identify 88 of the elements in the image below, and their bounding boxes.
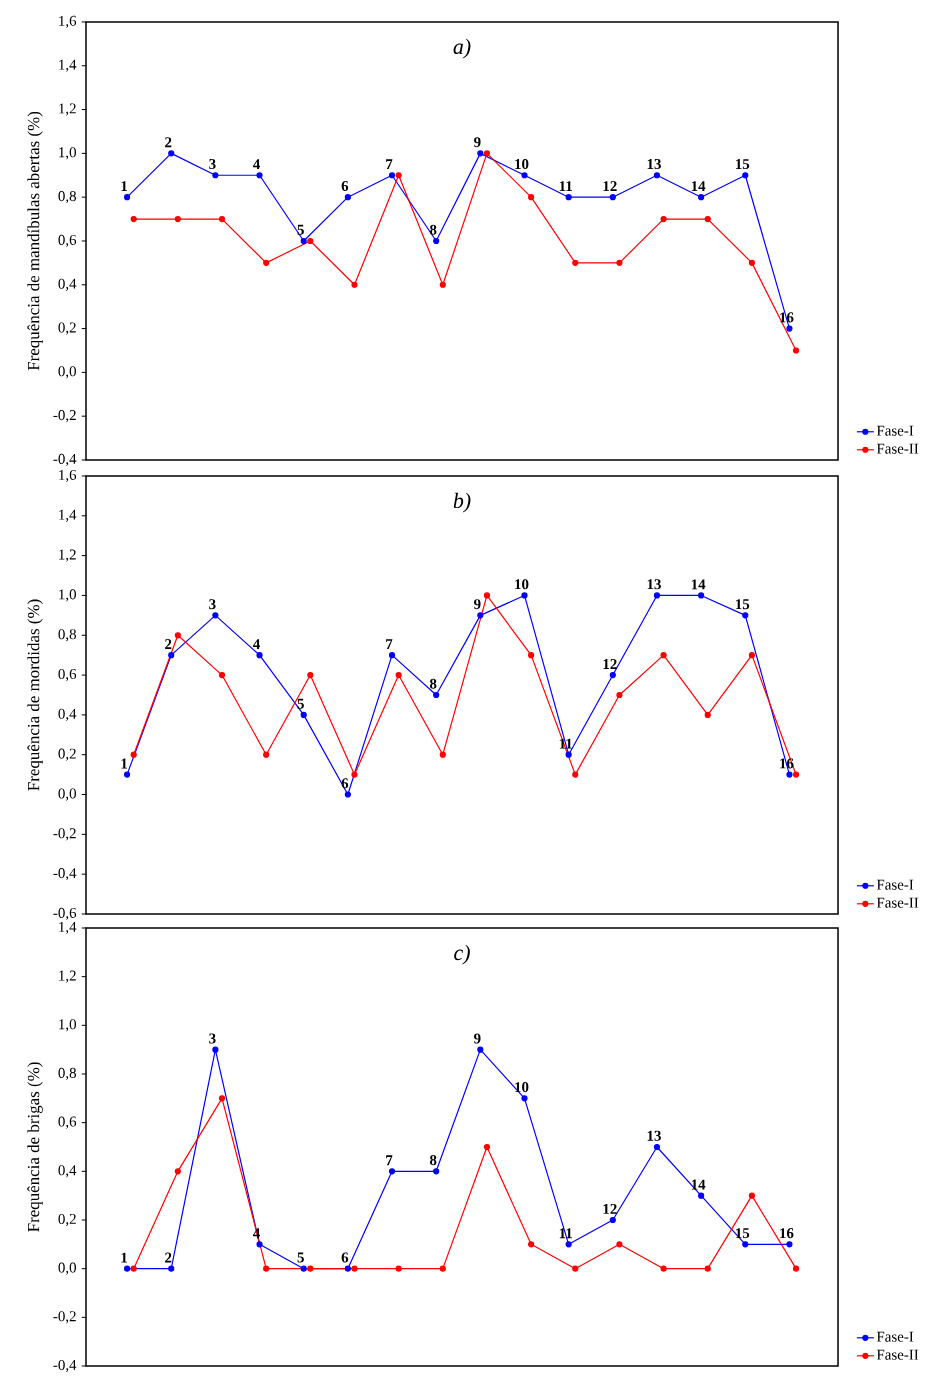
y-tick-label: 1,4 <box>59 59 77 72</box>
y-tick-label: 0,6 <box>58 668 77 682</box>
annotation: 14 <box>691 579 706 590</box>
annotation: 2 <box>165 137 172 148</box>
legend-label: Fase-II <box>876 443 919 454</box>
y-tick-label: 0,2 <box>58 322 76 335</box>
y-tick-label: -0,2 <box>53 410 76 423</box>
annotation: 1 <box>121 758 128 769</box>
annotation: 3 <box>209 159 216 170</box>
y-tick-label: 1,4 <box>59 921 77 935</box>
y-tick-label: -0,4 <box>53 453 77 467</box>
legend-label: Fase-I <box>876 879 914 890</box>
annotation: 9 <box>474 137 481 148</box>
annotation: 9 <box>474 1033 481 1044</box>
y-tick-label: 0,0 <box>58 1262 76 1275</box>
y-tick-label: 1,0 <box>59 147 76 160</box>
y-tick-label: 0,0 <box>58 366 76 379</box>
annotation: 2 <box>165 1252 172 1263</box>
y-tick-label: 1,0 <box>59 589 76 602</box>
legend-label: Fase-II <box>876 897 919 908</box>
y-tick-label: 0,8 <box>58 629 76 642</box>
annotation: 5 <box>297 698 304 709</box>
annotation: 15 <box>736 159 750 170</box>
y-tick-label: 0,4 <box>58 1165 77 1178</box>
annotation: 13 <box>647 1130 661 1141</box>
annotation: 3 <box>209 599 216 610</box>
annotation: 12 <box>603 1203 617 1214</box>
y-axis-title: Frequência de mandíbulas abertas (%) <box>27 111 43 371</box>
annotation: 5 <box>297 1252 304 1263</box>
y-tick-label: -0,6 <box>53 907 77 921</box>
y-tick-label: 1,4 <box>59 509 77 522</box>
annotation: 15 <box>736 1228 750 1239</box>
annotation: 15 <box>736 599 750 610</box>
annotation: 9 <box>474 599 481 610</box>
y-tick-label: -0,4 <box>53 868 77 881</box>
annotation: 11 <box>559 181 572 191</box>
y-tick-label: 1,2 <box>59 970 76 983</box>
y-tick-label: -0,2 <box>53 828 76 841</box>
annotation: 8 <box>429 1155 437 1166</box>
annotation: 7 <box>386 639 393 649</box>
annotation: 1 <box>121 181 128 191</box>
annotation: 4 <box>253 159 261 170</box>
y-tick-label: 0,0 <box>58 788 76 801</box>
annotation: 7 <box>386 159 393 170</box>
annotation: 6 <box>341 180 349 191</box>
annotation: 4 <box>253 639 261 649</box>
y-tick-label: 0,6 <box>58 234 77 248</box>
y-tick-label: -0,2 <box>53 1311 76 1324</box>
y-tick-label: 1,6 <box>59 15 77 29</box>
text: c) <box>454 944 470 965</box>
annotation: 12 <box>603 659 617 669</box>
y-tick-label: 0,2 <box>58 1213 76 1227</box>
y-tick-label: 0,4 <box>58 278 77 291</box>
annotation: 5 <box>297 224 304 235</box>
y-tick-label: 0,6 <box>58 1116 77 1129</box>
legend-label: Fase-I <box>876 425 914 436</box>
y-tick-label: 0,4 <box>58 708 77 722</box>
y-axis-title: Frequência de brigas (%) <box>27 1062 43 1232</box>
annotation: 13 <box>647 159 661 170</box>
y-tick-label: 1,6 <box>59 469 77 483</box>
annotation: 1 <box>121 1252 128 1263</box>
annotation: 13 <box>647 579 661 590</box>
y-tick-label: 0,8 <box>58 1067 76 1081</box>
legend-label: Fase-II <box>876 1349 919 1360</box>
annotation: 6 <box>341 1252 349 1263</box>
text: b) <box>453 492 471 513</box>
text: a) <box>453 38 471 59</box>
y-tick-label: 0,8 <box>58 191 76 204</box>
y-axis-title: Frequência de mordidas (%) <box>27 599 43 791</box>
legend-label: Fase-I <box>876 1331 914 1342</box>
y-tick-label: 1,0 <box>59 1019 76 1032</box>
y-tick-label: -0,4 <box>53 1359 77 1373</box>
annotation: 10 <box>515 579 529 590</box>
y-tick-label: 1,2 <box>59 549 76 562</box>
annotation: 14 <box>691 1179 706 1190</box>
annotation: 10 <box>515 159 529 170</box>
annotation: 6 <box>341 778 349 789</box>
annotation: 2 <box>165 639 172 649</box>
annotation: 14 <box>691 181 706 191</box>
annotation: 12 <box>603 181 617 191</box>
annotation: 8 <box>429 224 437 235</box>
annotation: 7 <box>386 1155 393 1166</box>
annotation: 3 <box>209 1033 216 1044</box>
annotation: 8 <box>429 678 437 689</box>
y-tick-label: 0,2 <box>58 748 76 761</box>
annotation: 16 <box>780 1228 794 1239</box>
annotation: 10 <box>515 1082 529 1093</box>
y-tick-label: 1,2 <box>59 103 76 116</box>
